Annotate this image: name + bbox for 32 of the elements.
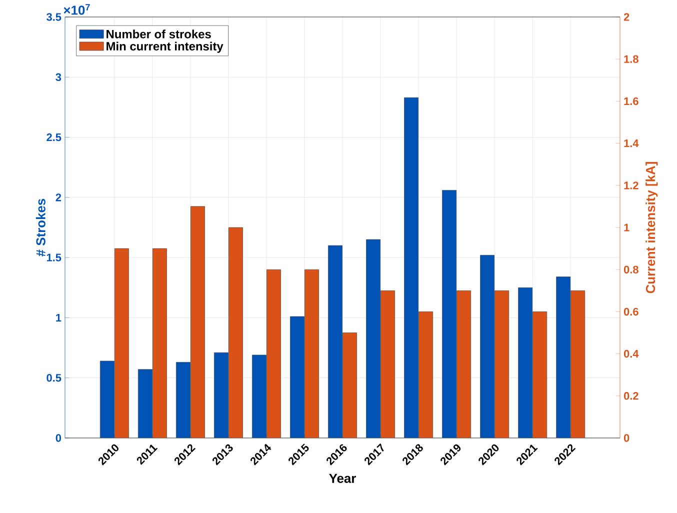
bar	[114, 248, 129, 438]
y-tick-label: 1	[56, 314, 62, 322]
bar	[266, 269, 281, 438]
y-tick-label: 0.5	[46, 374, 62, 382]
y-tick-label: 3	[56, 73, 62, 82]
legend-label: Number of strokes	[106, 30, 211, 38]
x-axis-title: Year	[329, 474, 356, 483]
bar	[404, 97, 419, 438]
y2-tick-label: 0.6	[624, 308, 638, 316]
y2-tick-label: 1	[624, 224, 630, 232]
y2-axis-title: Current intensity [kA]	[646, 162, 658, 294]
legend-label: Min current intensity	[106, 42, 224, 53]
y-tick-label: 0	[56, 434, 62, 442]
y-axis-title: # Strokes	[36, 198, 46, 256]
y-tick-label: 2.5	[46, 133, 62, 142]
y2-tick-label: 2	[624, 13, 630, 21]
y-tick-label: 2	[56, 194, 62, 202]
text: ×10$^{7}$	[64, 4, 90, 15]
bar	[190, 206, 205, 438]
y2-tick-label: 1.4	[624, 140, 639, 148]
y2-tick-label: 0.8	[624, 266, 638, 274]
y2-tick-label: 1.6	[624, 97, 638, 106]
y2-tick-label: 0.2	[624, 392, 638, 400]
bar	[176, 362, 190, 438]
y2-tick-label: 0	[624, 434, 630, 442]
bar	[152, 248, 167, 438]
y2-tick-label: 1.8	[624, 55, 638, 63]
y2-tick-label: 0.4	[624, 350, 639, 358]
y-tick-label: 1.5	[46, 254, 62, 262]
y2-tick-label: 1.2	[624, 182, 638, 190]
bar	[228, 227, 243, 438]
y-tick-label: 3.5	[46, 13, 62, 21]
